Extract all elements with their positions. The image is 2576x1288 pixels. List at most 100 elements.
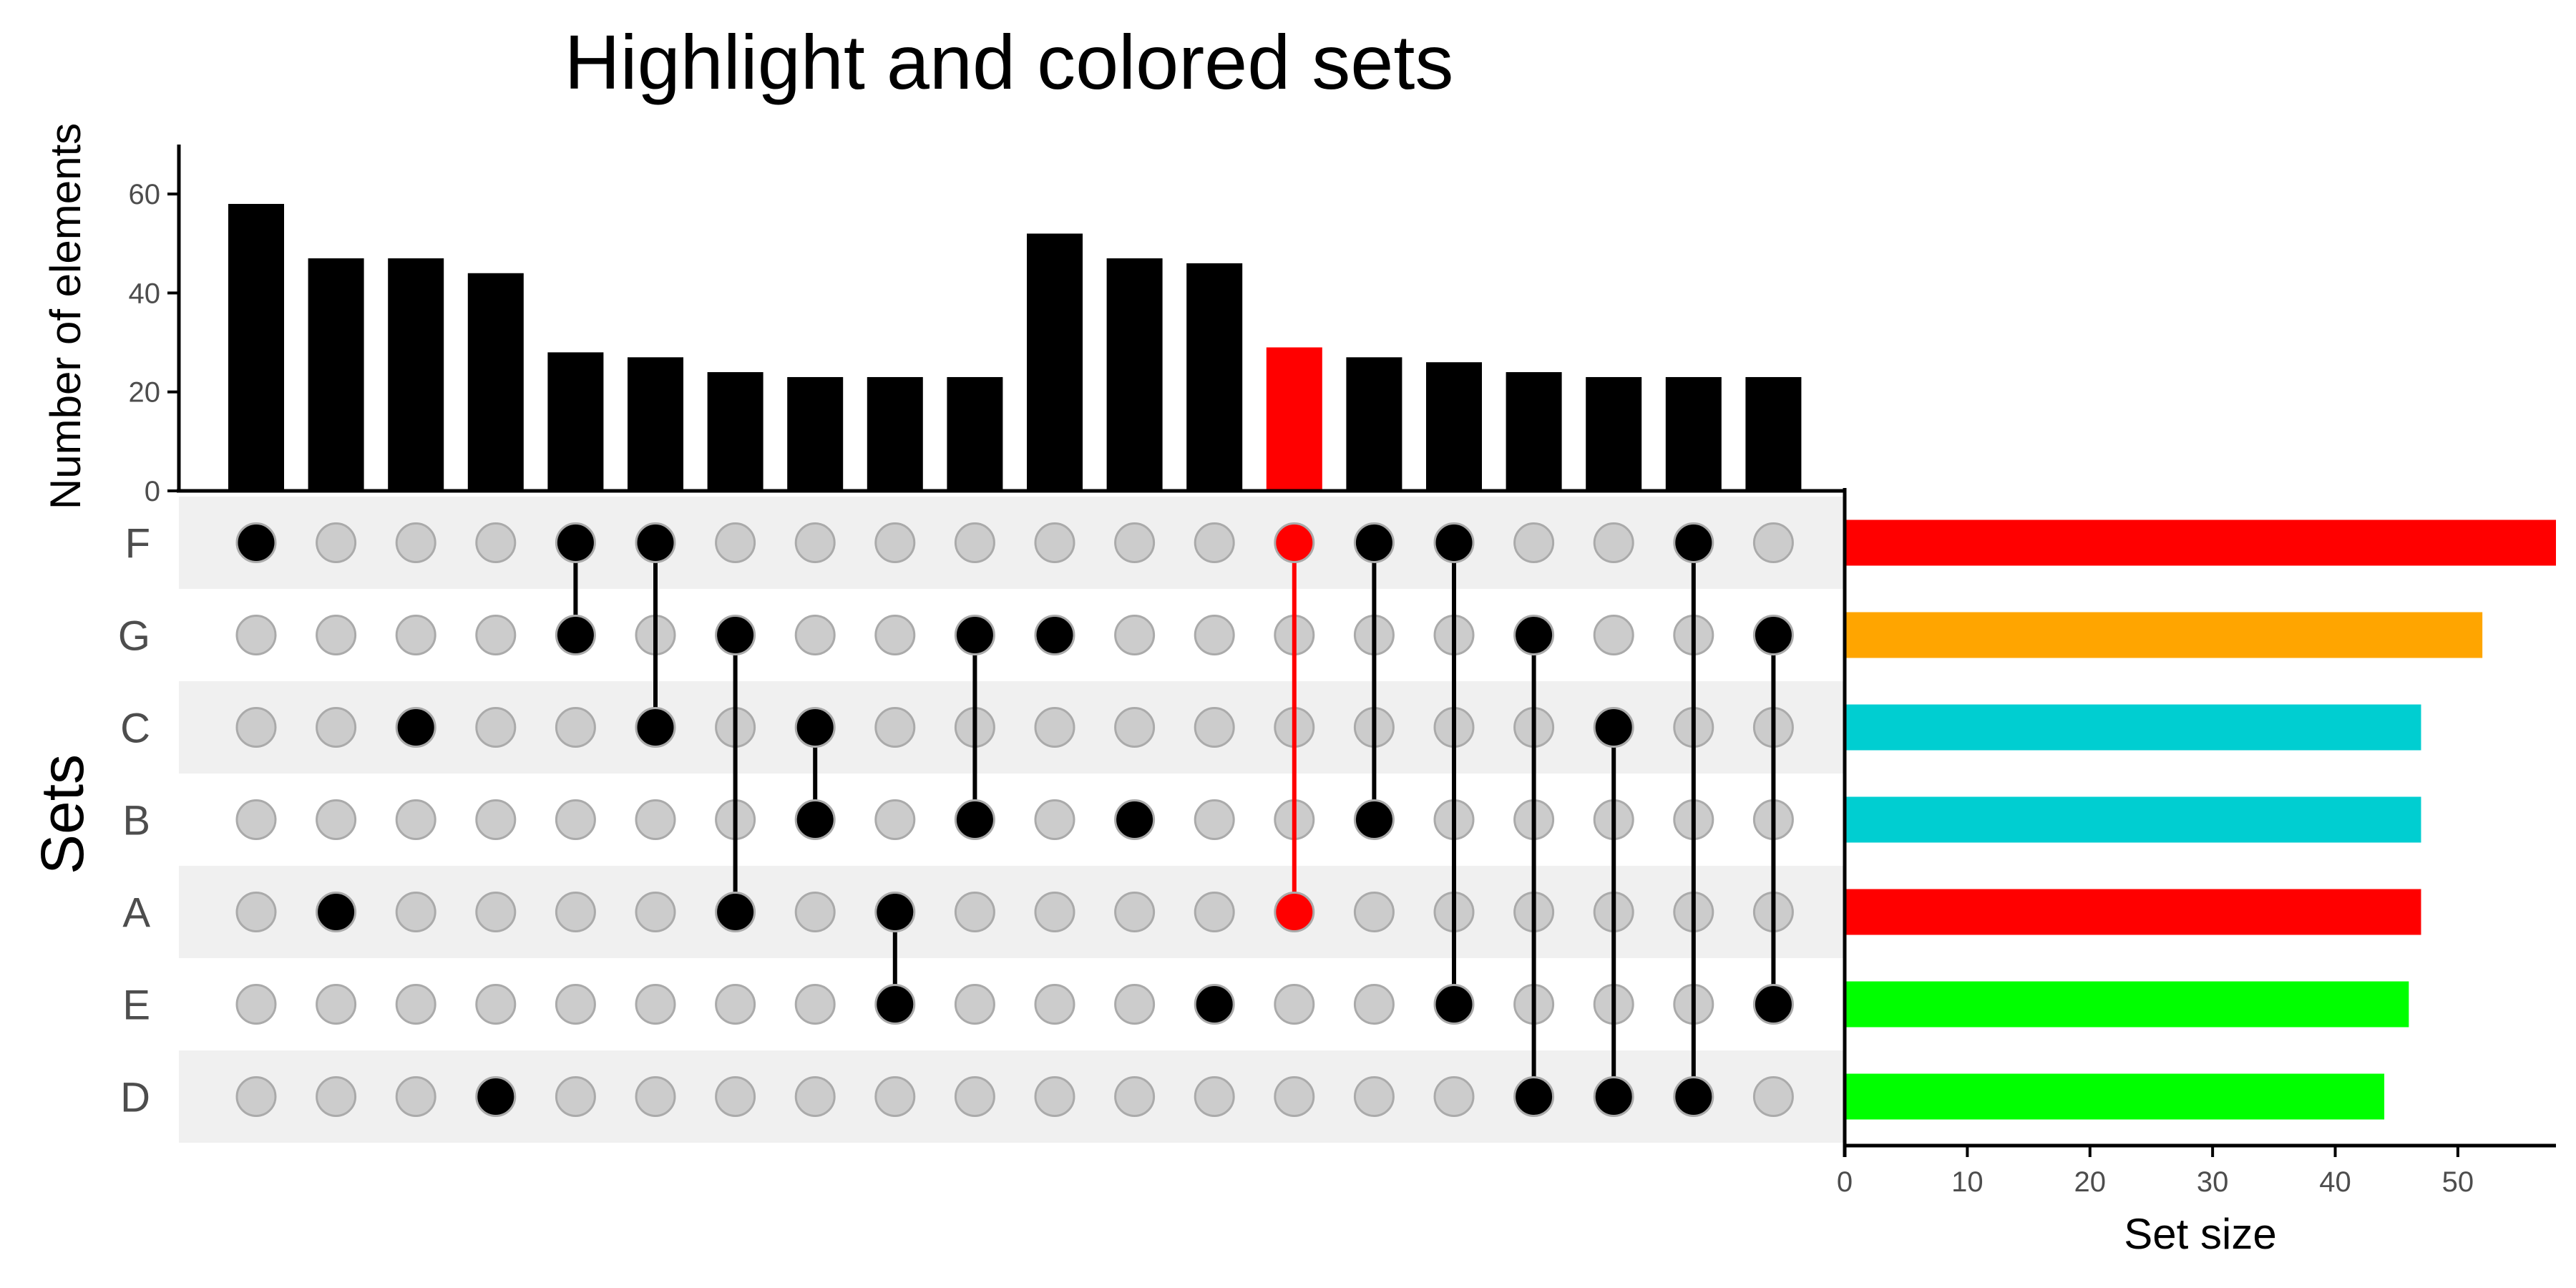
matrix-dot-D-4-active — [475, 1076, 517, 1117]
matrix-dot-G-10-active — [954, 615, 995, 655]
matrix-dot-G-7-active — [715, 615, 756, 655]
matrix-dot-D-5 — [555, 1076, 596, 1117]
set-size-axis-tick-label-50: 50 — [2442, 1166, 2474, 1198]
matrix-dot-B-8-active — [794, 799, 836, 840]
matrix-dot-F-19-active — [1673, 522, 1714, 563]
matrix-dot-E-20-active — [1752, 984, 1794, 1025]
matrix-dot-A-11 — [1034, 892, 1075, 932]
intersection-bar-19 — [1665, 376, 1722, 491]
matrix-dot-D-20 — [1752, 1076, 1794, 1117]
matrix-dot-F-20 — [1752, 522, 1794, 563]
matrix-dot-F-1-active — [235, 522, 277, 563]
matrix-dot-G-20-active — [1752, 615, 1794, 655]
matrix-dot-A-7-active — [715, 892, 756, 932]
matrix-dot-E-1 — [235, 984, 277, 1025]
set-size-bar-F — [1845, 519, 2556, 566]
intersection-bar-16 — [1426, 362, 1482, 491]
matrix-dot-A-10 — [954, 892, 995, 932]
matrix-dot-G-12 — [1114, 615, 1156, 655]
intersection-bar-10 — [947, 376, 1003, 491]
matrix-dot-G-4 — [475, 615, 517, 655]
matrix-dot-G-5-active — [555, 615, 596, 655]
matrix-dot-A-15 — [1353, 892, 1395, 932]
set-size-bars — [1845, 519, 2556, 1120]
matrix-dot-F-7 — [715, 522, 756, 563]
matrix-dot-E-8 — [794, 984, 836, 1025]
set-size-axis-tick-label-20: 20 — [2074, 1166, 2107, 1198]
matrix-dot-D-7 — [715, 1076, 756, 1117]
matrix-dot-C-8-active — [794, 707, 836, 748]
set-size-bar-E — [1845, 981, 2409, 1028]
matrix-dot-F-14-active — [1274, 522, 1315, 563]
matrix-dot-E-12 — [1114, 984, 1156, 1025]
matrix-dot-F-11 — [1034, 522, 1075, 563]
matrix-dot-F-9 — [874, 522, 916, 563]
intersection-matrix — [235, 522, 1794, 1117]
matrix-dot-E-2 — [316, 984, 357, 1025]
matrix-dot-G-13 — [1194, 615, 1235, 655]
matrix-dot-C-6-active — [635, 707, 676, 748]
matrix-dot-F-15-active — [1353, 522, 1395, 563]
intersection-axis: 0 20 40 60 — [129, 145, 1845, 507]
intersection-bar-8 — [787, 376, 844, 491]
intersection-bar-12 — [1106, 258, 1163, 491]
set-size-bar-C — [1845, 704, 2421, 751]
matrix-dot-C-5 — [555, 707, 596, 748]
matrix-dot-A-13 — [1194, 892, 1235, 932]
set-size-axis-tick-label-10: 10 — [1951, 1166, 1984, 1198]
matrix-dot-D-11 — [1034, 1076, 1075, 1117]
intersection-bar-13 — [1186, 263, 1243, 491]
intersection-axis-tick-label-60: 60 — [129, 179, 161, 210]
matrix-dot-A-4 — [475, 892, 517, 932]
matrix-dot-G-11-active — [1034, 615, 1075, 655]
matrix-dot-A-14-active — [1274, 892, 1315, 932]
set-size-bar-A — [1845, 889, 2421, 935]
intersection-bar-9 — [867, 376, 923, 491]
intersection-bar-20 — [1745, 376, 1802, 491]
matrix-dot-D-13 — [1194, 1076, 1235, 1117]
matrix-dot-B-5 — [555, 799, 596, 840]
matrix-dot-A-6 — [635, 892, 676, 932]
matrix-dot-B-13 — [1194, 799, 1235, 840]
intersection-bar-1 — [228, 203, 284, 491]
matrix-dot-B-15-active — [1353, 799, 1395, 840]
matrix-dot-B-2 — [316, 799, 357, 840]
matrix-dot-C-11 — [1034, 707, 1075, 748]
matrix-dot-G-9 — [874, 615, 916, 655]
matrix-dot-B-3 — [395, 799, 436, 840]
matrix-dot-E-3 — [395, 984, 436, 1025]
set-label-D: D — [120, 1075, 150, 1121]
set-size-axis-tick-label-40: 40 — [2319, 1166, 2351, 1198]
matrix-dot-C-9 — [874, 707, 916, 748]
intersection-bar-4 — [467, 273, 524, 491]
intersection-bar-7 — [707, 372, 763, 491]
matrix-dot-D-3 — [395, 1076, 436, 1117]
set-size-axis-tick-label-30: 30 — [2197, 1166, 2229, 1198]
matrix-dot-G-3 — [395, 615, 436, 655]
matrix-dot-C-12 — [1114, 707, 1156, 748]
matrix-dot-G-2 — [316, 615, 357, 655]
intersection-axis-title: Number of elements — [42, 123, 89, 509]
set-label-E: E — [122, 982, 150, 1029]
matrix-dot-B-10-active — [954, 799, 995, 840]
chart-title: Highlight and colored sets — [565, 19, 1454, 105]
matrix-dot-F-5-active — [555, 522, 596, 563]
matrix-dot-F-13 — [1194, 522, 1235, 563]
matrix-dot-C-4 — [475, 707, 517, 748]
set-label-A: A — [122, 890, 150, 937]
intersection-axis-tick-label-40: 40 — [129, 278, 161, 309]
matrix-dot-F-18 — [1593, 522, 1634, 563]
set-label-G: G — [118, 613, 150, 660]
matrix-dot-D-10 — [954, 1076, 995, 1117]
intersection-bar-2 — [308, 258, 364, 491]
intersection-bar-18 — [1586, 376, 1642, 491]
matrix-dot-C-13 — [1194, 707, 1235, 748]
intersection-bar-5 — [547, 352, 604, 491]
matrix-dot-F-8 — [794, 522, 836, 563]
sets-axis-title: Sets — [29, 754, 96, 874]
matrix-dot-A-5 — [555, 892, 596, 932]
matrix-stripes — [179, 497, 1845, 1143]
set-size-bar-G — [1845, 612, 2483, 658]
